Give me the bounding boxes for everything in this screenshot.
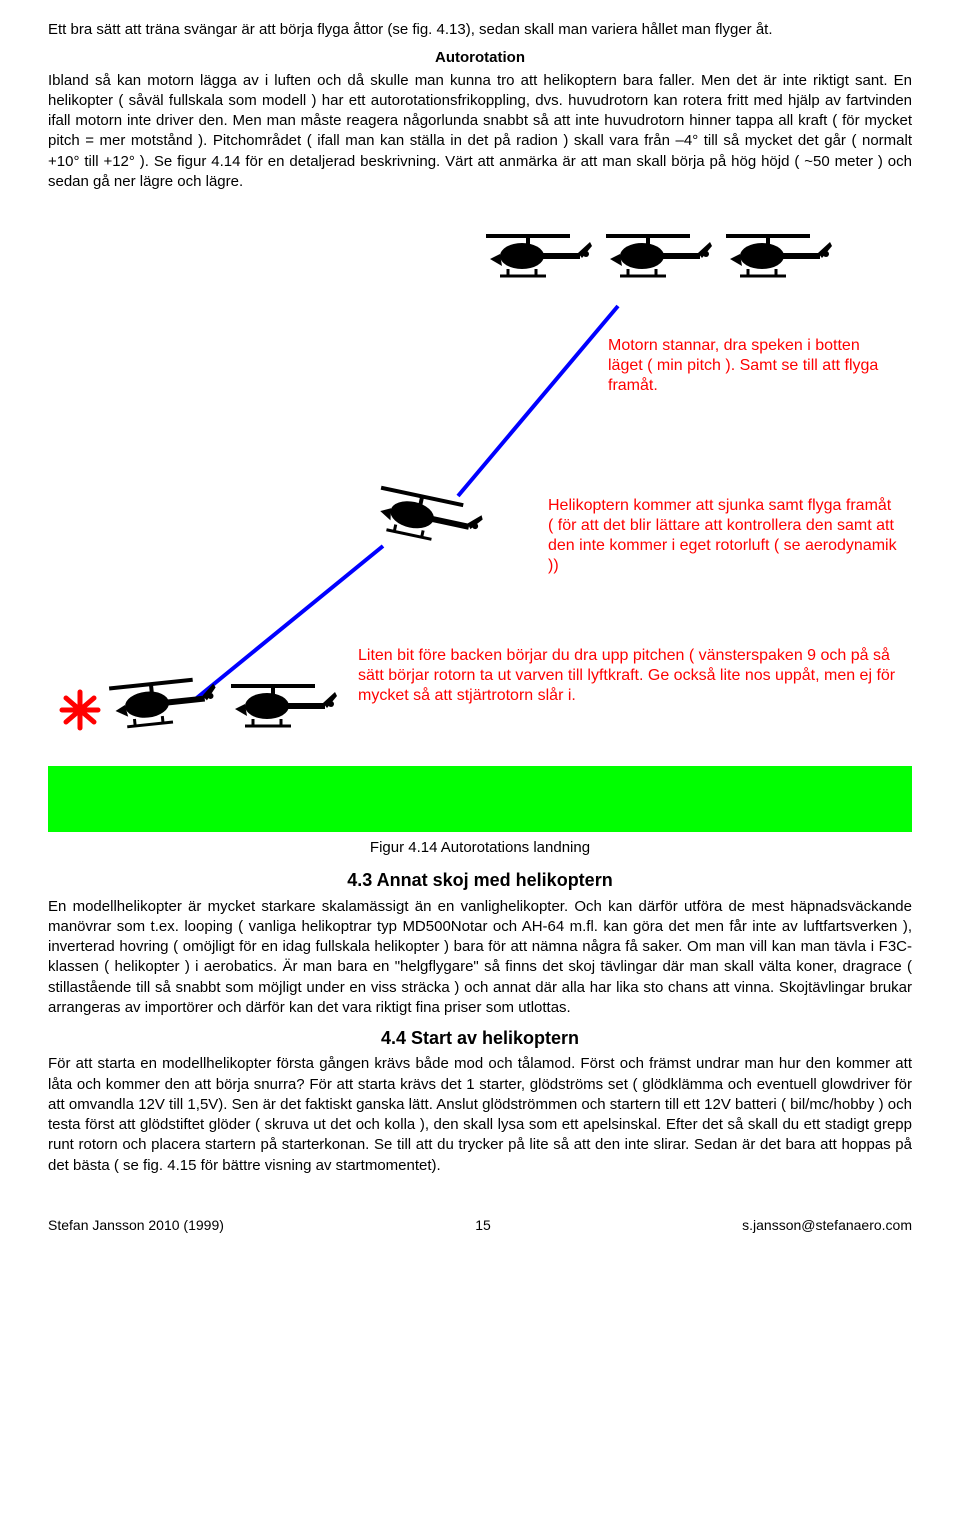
- autorotation-diagram: Motorn stannar, dra speken i botten läge…: [48, 206, 912, 832]
- annot-2-wrap: Helikoptern kommer att sjunka samt flyga…: [548, 496, 898, 636]
- flightpath-segment-upper: [458, 306, 618, 496]
- footer-right: s.jansson@stefanaero.com: [742, 1216, 912, 1235]
- section-4-3-body: En modellhelikopter är mycket starkare s…: [48, 897, 912, 1019]
- ground-strip: [48, 766, 912, 832]
- heli-top-2: [606, 236, 712, 276]
- intro-paragraph: Ett bra sätt att träna svängar är att bö…: [48, 20, 912, 40]
- footer-left: Stefan Jansson 2010 (1999): [48, 1216, 224, 1235]
- autorotation-body: Ibland så kan motorn lägga av i luften o…: [48, 71, 912, 193]
- page-footer: Stefan Jansson 2010 (1999) 15 s.jansson@…: [48, 1216, 912, 1235]
- annot-2-text: Helikoptern kommer att sjunka samt flyga…: [548, 496, 898, 576]
- diagram-svg: Motorn stannar, dra speken i botten läge…: [48, 206, 912, 766]
- red-marker-icon: [62, 692, 98, 728]
- heli-top-3: [726, 236, 832, 276]
- annot-3-text: Liten bit före backen börjar du dra upp …: [358, 646, 898, 706]
- section-4-3-title: 4.3 Annat skoj med helikoptern: [48, 868, 912, 892]
- annot-3-wrap: Liten bit före backen börjar du dra upp …: [358, 646, 898, 766]
- heli-middle: [373, 488, 485, 549]
- annot-1-wrap: Motorn stannar, dra speken i botten läge…: [608, 336, 898, 456]
- figure-caption: Figur 4.14 Autorotations landning: [48, 838, 912, 858]
- heli-bottom-right: [231, 686, 337, 726]
- annot-1-text: Motorn stannar, dra speken i botten läge…: [608, 336, 898, 396]
- flightpath-segment-lower: [193, 546, 383, 701]
- section-4-4-title: 4.4 Start av helikoptern: [48, 1026, 912, 1050]
- heli-top-1: [486, 236, 592, 276]
- section-4-4-body: För att starta en modellhelikopter först…: [48, 1054, 912, 1176]
- heli-bottom-left: [109, 677, 219, 728]
- footer-page-number: 15: [475, 1216, 491, 1235]
- autorotation-title: Autorotation: [48, 48, 912, 68]
